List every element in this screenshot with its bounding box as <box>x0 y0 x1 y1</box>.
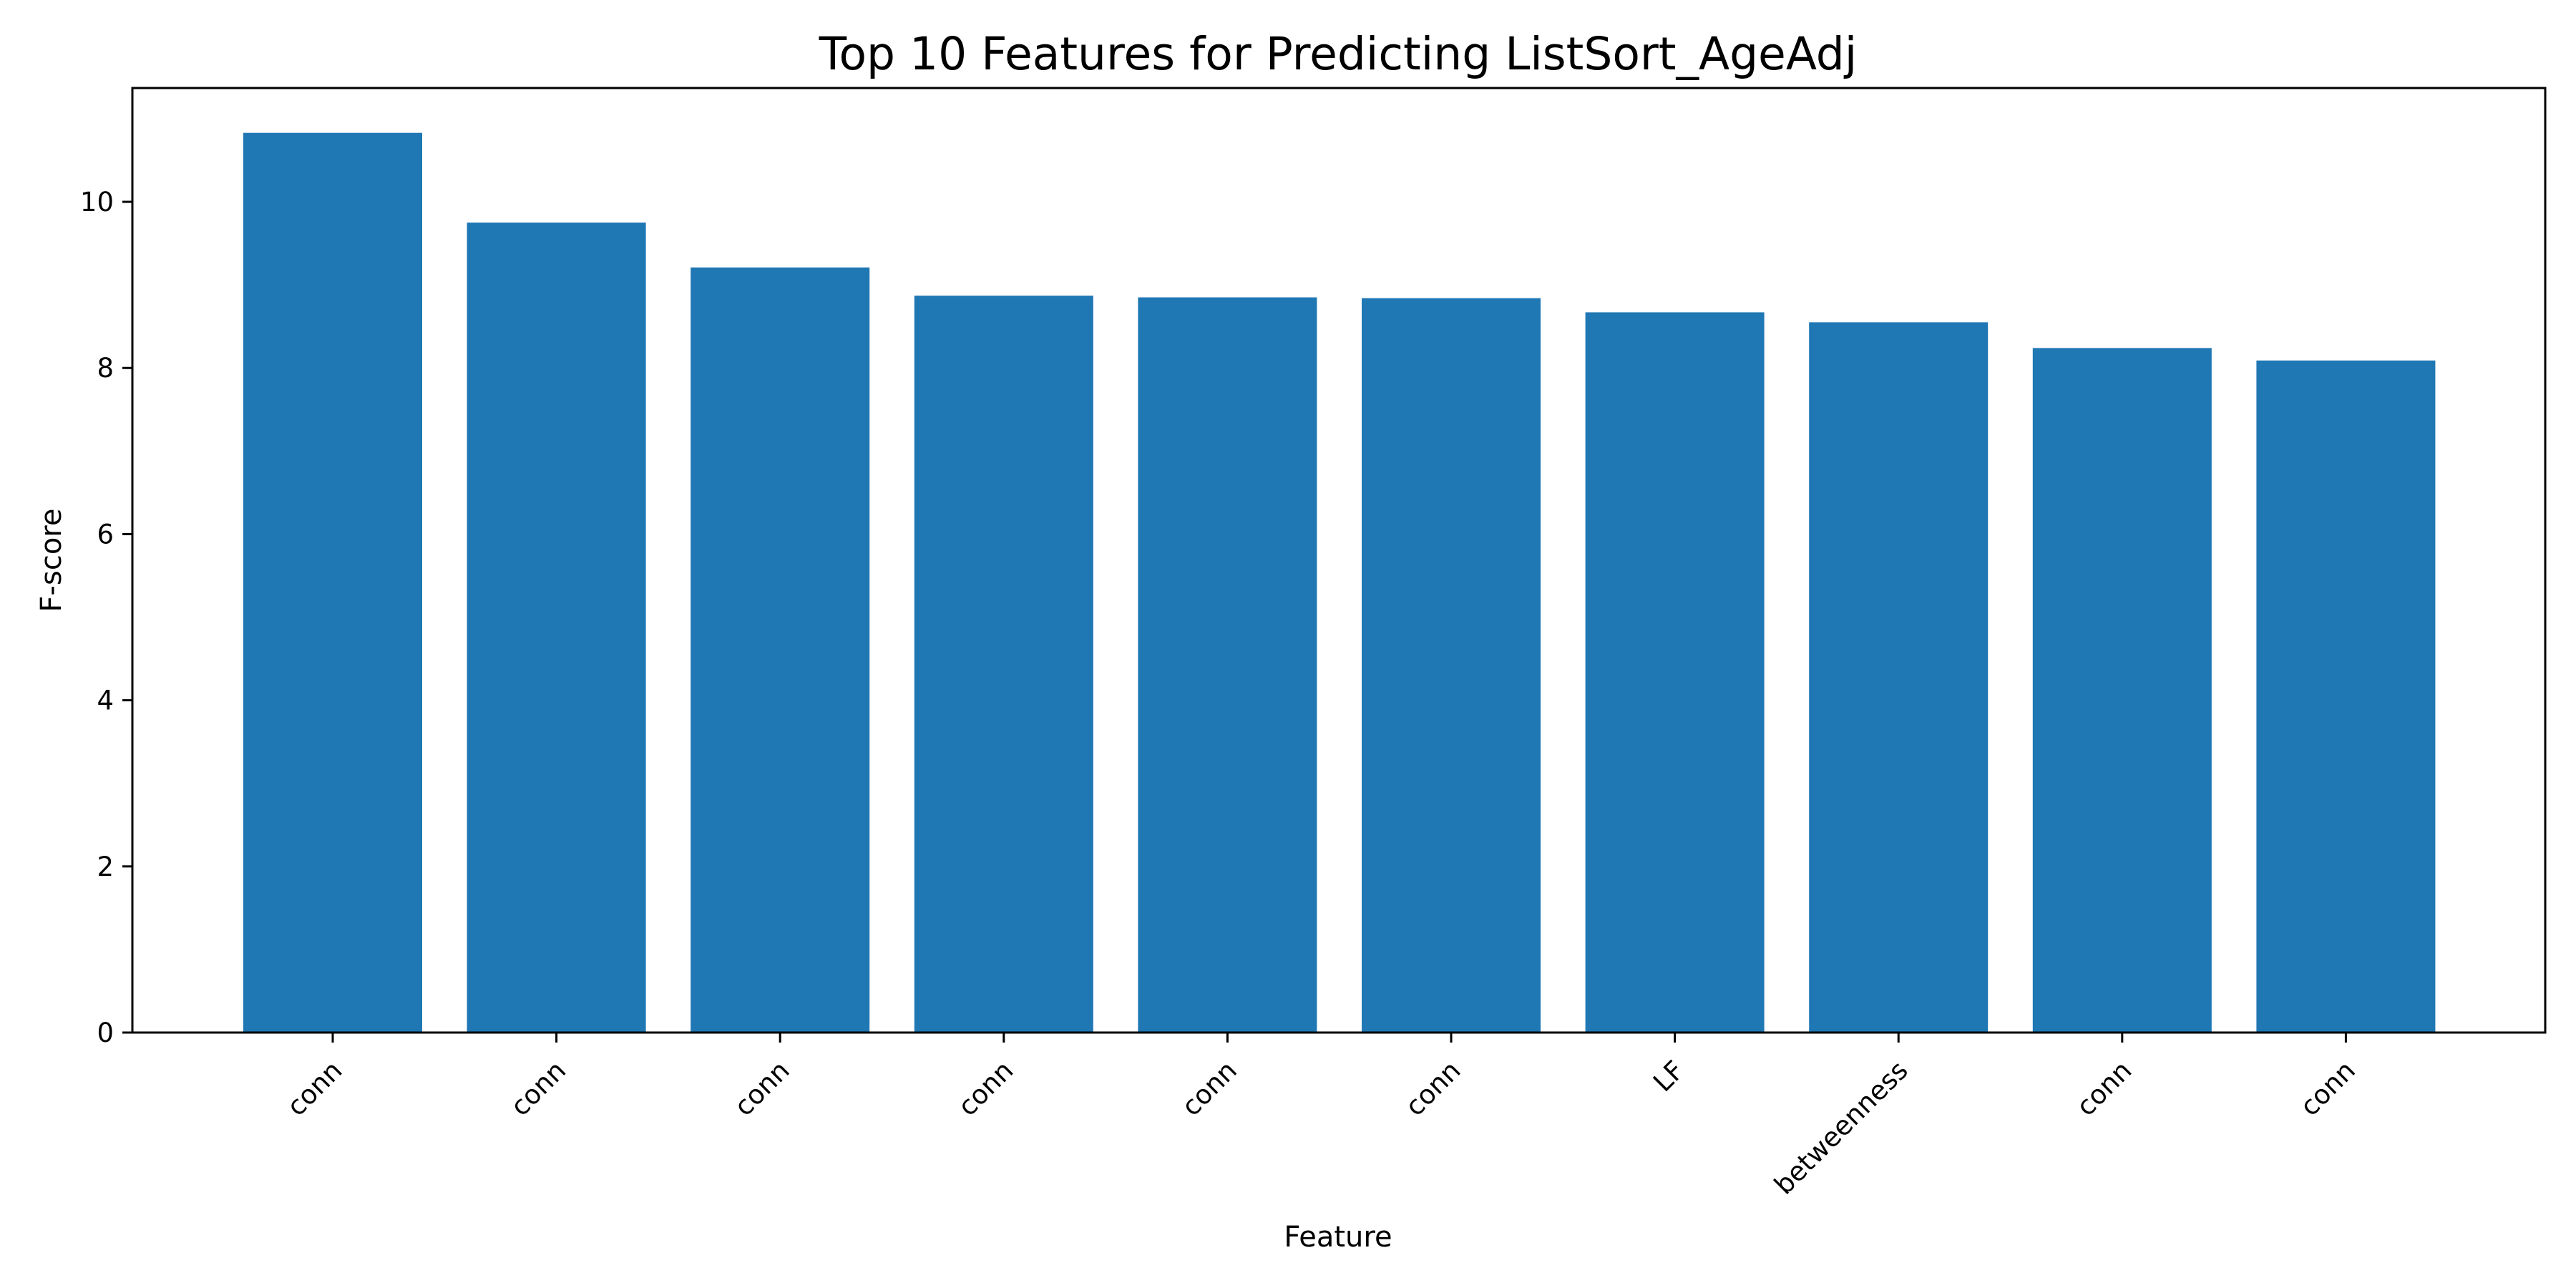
y-axis-label: F-score <box>35 509 68 613</box>
y-tick-label: 4 <box>97 686 114 716</box>
bar-4 <box>914 296 1093 1033</box>
y-tick-label: 0 <box>97 1018 114 1048</box>
y-tick-label: 2 <box>97 852 114 882</box>
x-tick-label: conn <box>1400 1055 1467 1122</box>
x-tick-label: LF <box>1647 1055 1690 1098</box>
chart-title: Top 10 Features for Predicting ListSort_… <box>819 28 1858 80</box>
bars-group <box>243 132 2436 1033</box>
bar-9 <box>2032 348 2212 1033</box>
bar-5 <box>1138 297 1317 1033</box>
plot-frame <box>131 87 2547 1034</box>
bar-1 <box>243 132 422 1033</box>
y-axis: 0 2 4 6 8 10 <box>80 187 132 1048</box>
x-tick-label: conn <box>1176 1055 1243 1122</box>
x-tick-label: conn <box>952 1055 1019 1122</box>
x-tick-label: conn <box>728 1055 796 1122</box>
x-axis: conn conn conn conn conn conn LF betweenness con… <box>281 1033 2361 1201</box>
y-tick-label: 6 <box>97 519 114 550</box>
bar-8 <box>1809 322 1989 1033</box>
x-tick-label: conn <box>2070 1055 2137 1122</box>
y-tick-label: 8 <box>97 353 114 384</box>
bar-3 <box>691 267 870 1033</box>
x-tick-label: conn <box>504 1055 572 1122</box>
y-tick-label: 10 <box>80 187 114 218</box>
x-tick-label: conn <box>281 1055 348 1122</box>
x-tick-label: betweenness <box>1768 1055 1913 1200</box>
bar-10 <box>2256 360 2436 1033</box>
bar-2 <box>467 223 646 1033</box>
x-tick-label: conn <box>2294 1055 2361 1122</box>
bar-7 <box>1585 312 1765 1033</box>
bar-6 <box>1362 298 1541 1033</box>
x-axis-label: Feature <box>1284 1221 1392 1254</box>
